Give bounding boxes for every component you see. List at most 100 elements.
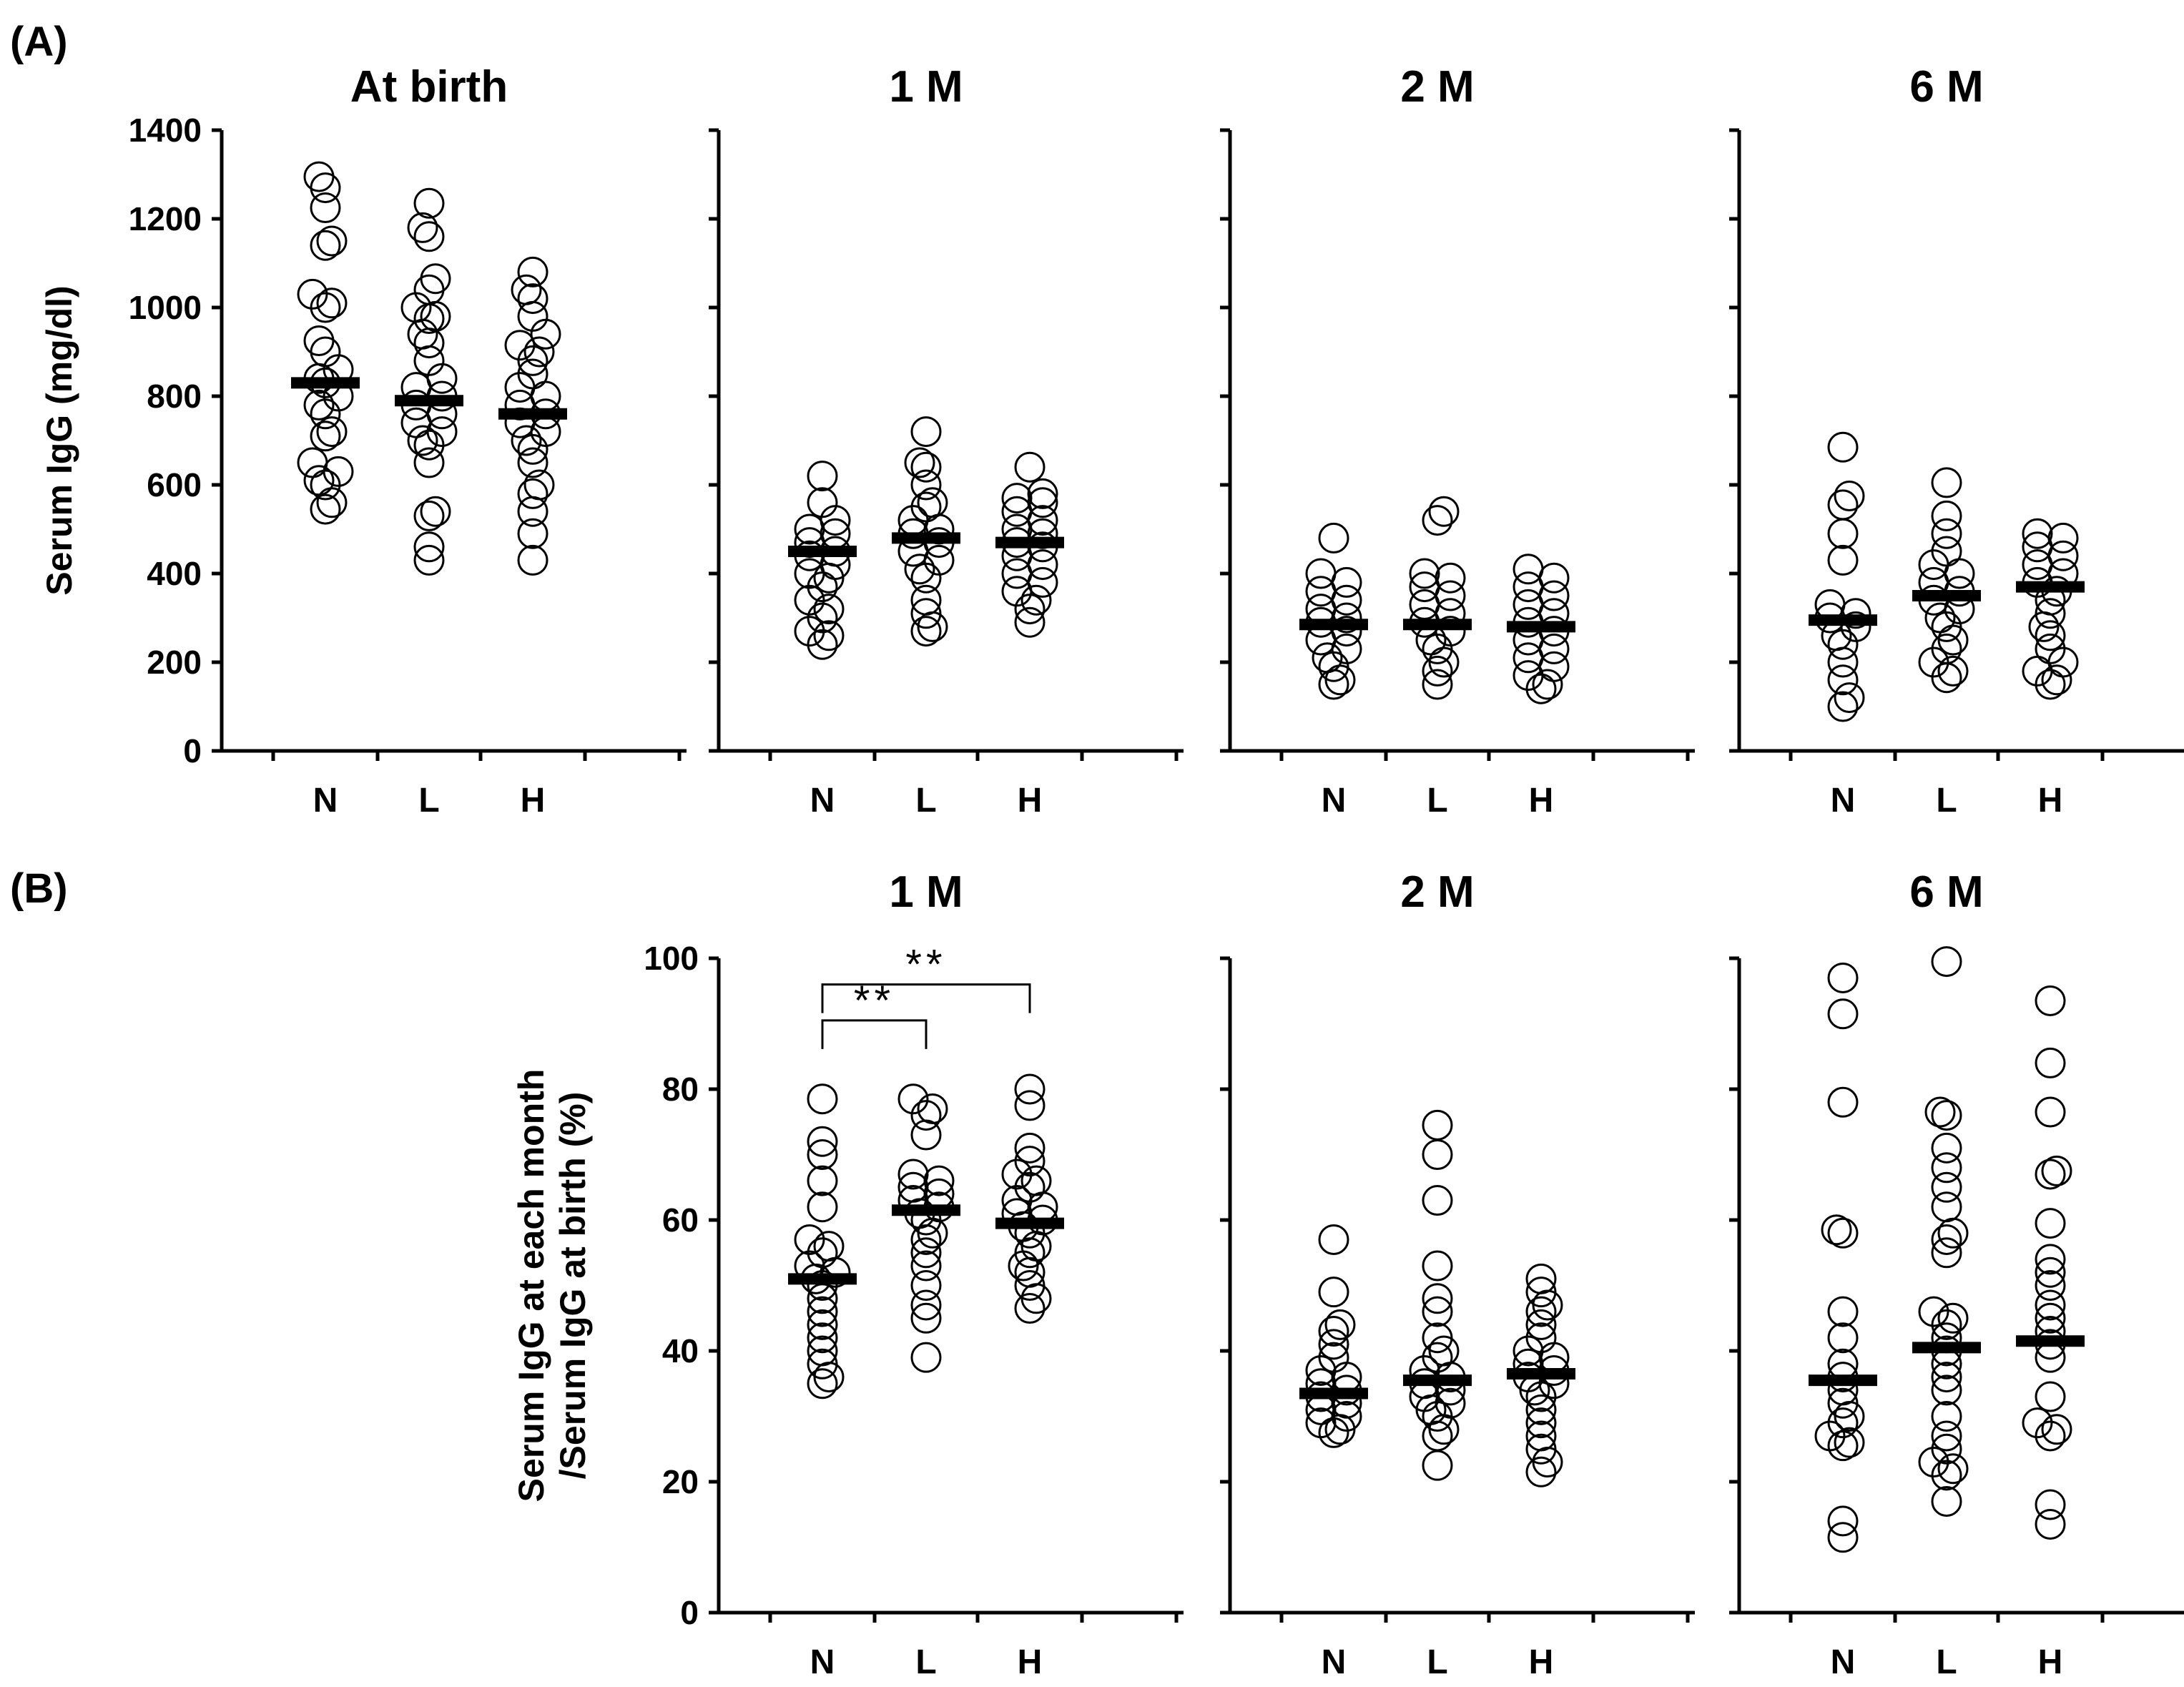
chart-title-b-1-m: 1 M (889, 867, 963, 917)
data-point-a-2-m-n-10 (1331, 584, 1362, 616)
data-point-b-1-m-l-14 (923, 1165, 955, 1196)
data-point-b-6-m-l-17 (1937, 1217, 1969, 1249)
data-point-a-2-m-h-1 (1532, 669, 1563, 700)
x-category-label-b-6-m-l: L (1936, 1643, 1957, 1681)
chart-title-b-6-m: 6 M (1909, 867, 1983, 917)
x-category-label-b-2-m-h: H (1529, 1643, 1554, 1681)
data-point-b-2-m-n-9 (1331, 1362, 1362, 1393)
chart-a-6-m: 6 M N L H (1729, 62, 2184, 820)
x-category-label-b-1-m-l: L (915, 1643, 936, 1681)
data-point-a-2-m-h-13 (1538, 562, 1570, 594)
data-point-b-1-m-h-17 (1014, 1132, 1046, 1164)
data-point-a-6-m-h-13 (2047, 540, 2079, 571)
data-point-b-2-m-h-0 (1525, 1456, 1557, 1487)
data-point-a-6-m-n-2 (1827, 664, 1859, 696)
data-point-a-2-m-h-11 (1538, 580, 1570, 611)
data-point-a-1-m-n-1 (813, 620, 845, 651)
data-point-b-1-m-h-12 (1001, 1185, 1033, 1216)
data-point-a-at-birth-n-22 (310, 172, 341, 204)
data-point-a-1-m-h-0 (1014, 606, 1046, 638)
data-point-a-1-m-h-17 (1014, 451, 1046, 483)
data-point-a-1-m-l-12 (910, 491, 942, 523)
data-point-b-2-m-h-15 (1525, 1309, 1557, 1340)
data-point-a-6-m-l-13 (1931, 536, 1962, 567)
significance-label-b-1-m-1: ** (905, 942, 946, 988)
data-point-a-6-m-l-16 (1931, 467, 1962, 498)
data-point-a-at-birth-l-8 (400, 407, 432, 438)
data-point-b-1-m-l-1 (910, 1302, 942, 1334)
data-point-b-1-m-l-2 (910, 1289, 942, 1321)
data-point-a-at-birth-n-6 (310, 420, 341, 452)
data-point-b-6-m-n-0 (1827, 1522, 1859, 1553)
data-point-a-1-m-l-0 (910, 616, 942, 647)
data-point-b-1-m-n-12 (807, 1237, 838, 1269)
data-point-a-6-m-n-13 (1834, 481, 1865, 511)
data-point-a-at-birth-l-22 (413, 221, 445, 252)
x-category-label-a-6-m-h: H (2038, 782, 2063, 820)
data-point-b-6-m-h-12 (2035, 1256, 2066, 1288)
data-point-b-2-m-h-14 (1525, 1322, 1557, 1354)
data-point-b-2-m-h-13 (1512, 1335, 1544, 1367)
y-tick-label-a-at-birth-1400: 1400 (129, 112, 202, 149)
data-point-b-1-m-h-11 (1027, 1191, 1058, 1223)
y-tick-label-b-1-m-20: 20 (662, 1463, 699, 1500)
data-point-b-1-m-h-13 (1014, 1171, 1046, 1203)
data-point-a-at-birth-h-16 (523, 336, 555, 368)
data-point-a-1-m-h-15 (1001, 483, 1033, 514)
y-tick-label-b-1-m-60: 60 (662, 1201, 699, 1239)
x-category-label-a-1-m-n: N (810, 782, 835, 820)
data-point-a-at-birth-h-17 (504, 330, 536, 361)
x-category-label-a-at-birth-n: N (313, 782, 338, 820)
data-point-b-2-m-h-16 (1525, 1296, 1557, 1327)
data-point-b-6-m-h-5 (2035, 1381, 2066, 1412)
data-point-a-6-m-n-1 (1834, 682, 1865, 714)
data-point-a-1-m-n-17 (807, 461, 838, 492)
data-point-a-at-birth-h-5 (517, 447, 549, 478)
data-point-b-6-m-h-13 (2035, 1244, 2066, 1275)
data-point-a-at-birth-h-22 (517, 256, 549, 287)
x-category-label-a-6-m-l: L (1936, 782, 1957, 820)
data-point-b-1-m-n-18 (807, 1126, 838, 1157)
data-point-a-at-birth-h-20 (517, 283, 549, 315)
data-point-b-6-m-l-24 (1931, 946, 1962, 978)
data-point-a-2-m-l-9 (1435, 580, 1466, 611)
data-point-a-2-m-l-11 (1435, 562, 1466, 594)
data-point-b-6-m-l-6 (1931, 1401, 1962, 1432)
data-point-a-at-birth-l-0 (413, 544, 445, 576)
data-point-a-2-m-l-1 (1422, 655, 1453, 687)
data-point-b-6-m-h-3 (2041, 1414, 2072, 1445)
data-point-b-2-m-n-11 (1318, 1342, 1349, 1373)
data-point-b-2-m-h-5 (1525, 1394, 1557, 1425)
chart-b-6-m: 6 M N L H (1729, 867, 2184, 1681)
data-point-b-2-m-n-4 (1305, 1394, 1337, 1425)
data-point-b-1-m-n-15 (807, 1191, 838, 1223)
data-point-b-2-m-n-15 (1318, 1277, 1349, 1308)
data-point-b-2-m-l-15 (1422, 1283, 1453, 1314)
x-category-label-b-6-m-h: H (2038, 1643, 2063, 1681)
x-category-label-a-2-m-h: H (1529, 782, 1554, 820)
y-tick-label-b-1-m-80: 80 (662, 1071, 699, 1108)
y-tick-label-b-1-m-40: 40 (662, 1332, 699, 1369)
data-point-b-6-m-l-1 (1931, 1460, 1962, 1491)
data-point-a-at-birth-h-7 (511, 425, 542, 456)
data-point-b-6-m-h-9 (2035, 1302, 2066, 1334)
data-point-b-1-m-l-17 (910, 1100, 942, 1131)
data-point-a-1-m-h-4 (1027, 566, 1058, 598)
data-point-b-6-m-h-10 (2035, 1289, 2066, 1321)
data-point-a-at-birth-n-0 (310, 493, 341, 525)
data-point-a-at-birth-n-19 (310, 230, 341, 261)
data-point-b-6-m-l-15 (1931, 1237, 1962, 1269)
data-point-b-1-m-h-19 (1014, 1073, 1046, 1105)
data-point-a-2-m-n-3 (1312, 642, 1343, 674)
data-point-b-6-m-l-23 (1924, 1096, 1956, 1128)
y-tick-label-a-at-birth-800: 800 (147, 378, 202, 415)
data-point-b-6-m-l-3 (1918, 1447, 1949, 1478)
data-point-b-6-m-l-18 (1931, 1191, 1962, 1223)
data-point-b-2-m-h-3 (1525, 1420, 1557, 1452)
data-point-b-6-m-n-7 (1827, 1387, 1859, 1419)
data-point-a-at-birth-n-15 (303, 325, 335, 356)
data-point-b-6-m-n-1 (1827, 1505, 1859, 1537)
data-point-b-1-m-l-18 (917, 1093, 948, 1124)
